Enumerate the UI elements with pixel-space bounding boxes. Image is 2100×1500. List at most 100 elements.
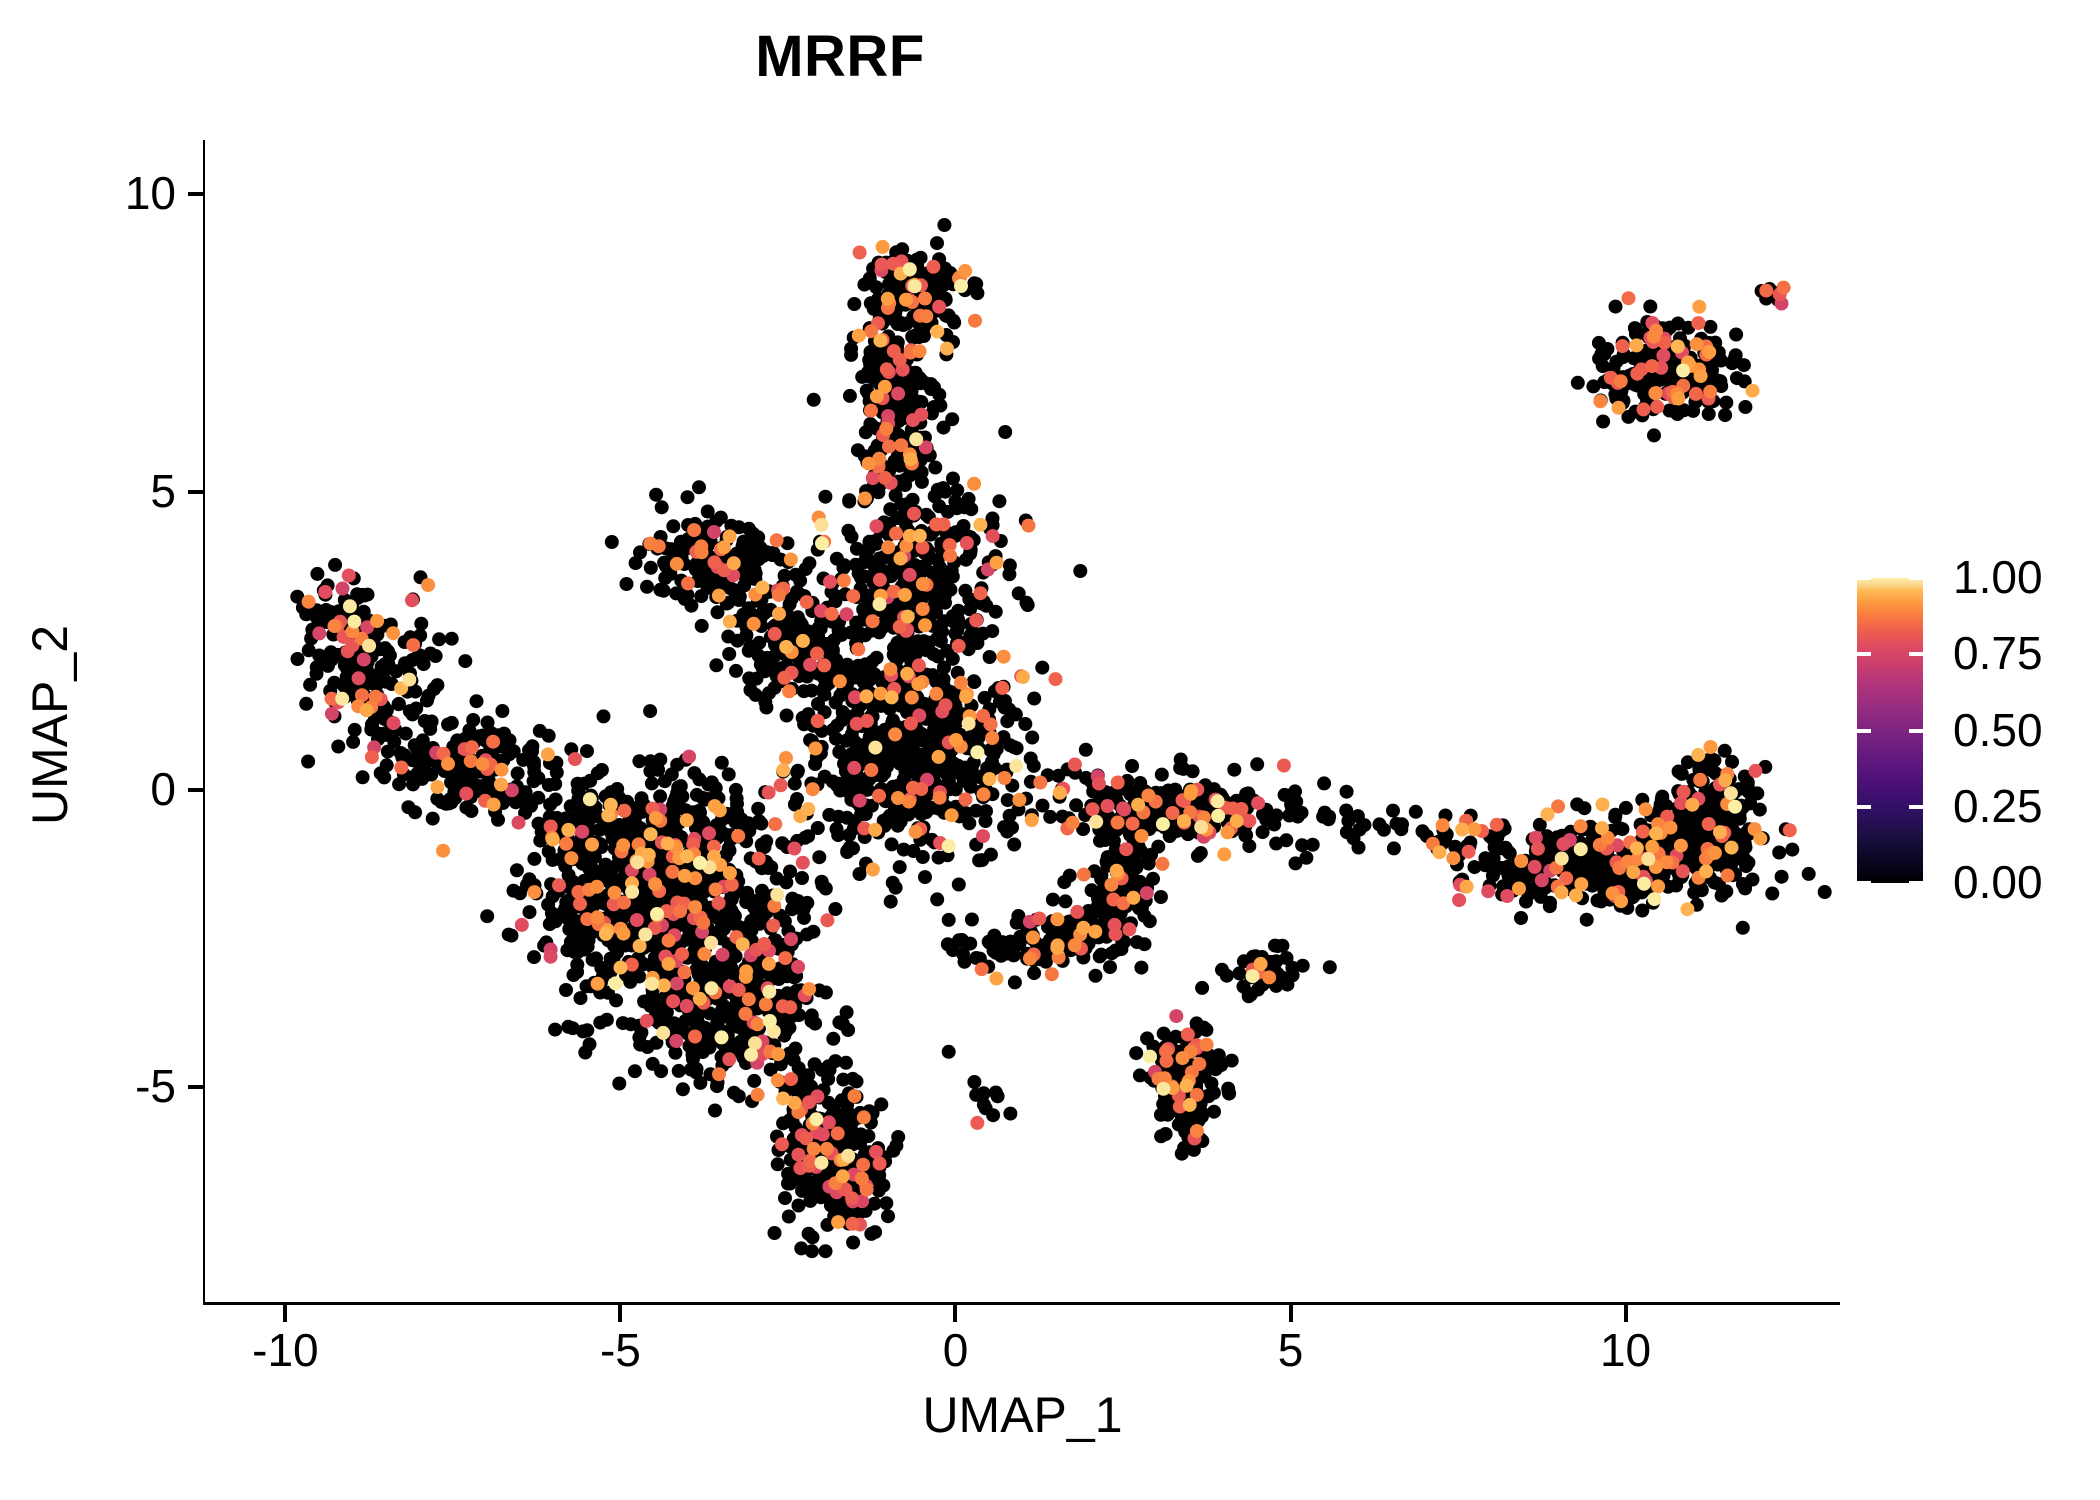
scatter-point	[541, 778, 556, 792]
scatter-point	[879, 362, 894, 377]
scatter-point	[1394, 822, 1409, 837]
scatter-point	[904, 385, 919, 400]
scatter-point	[1035, 798, 1050, 813]
scatter-point	[1461, 844, 1476, 859]
scatter-point	[708, 1103, 722, 1118]
scatter-point	[769, 533, 784, 548]
scatter-point	[1250, 757, 1265, 772]
scatter-point	[859, 1182, 874, 1197]
scatter-point	[459, 800, 474, 815]
scatter-point	[1168, 1029, 1183, 1044]
scatter-point	[1242, 839, 1257, 854]
scatter-point	[1000, 714, 1015, 729]
scatter-point	[1173, 761, 1188, 775]
scatter-point	[1168, 782, 1183, 797]
scatter-point	[633, 1037, 648, 1052]
scatter-point	[1067, 757, 1082, 772]
scatter-point	[1108, 927, 1123, 942]
scatter-point	[372, 726, 387, 741]
scatter-point	[653, 752, 668, 767]
scatter-point	[864, 798, 879, 813]
scatter-point	[941, 1044, 956, 1059]
scatter-point	[1339, 803, 1354, 818]
scatter-point	[849, 1074, 864, 1089]
scatter-point	[969, 613, 984, 628]
scatter-point	[969, 951, 984, 965]
scatter-point	[795, 855, 810, 870]
scatter-point	[1268, 938, 1282, 953]
scatter-point	[428, 649, 443, 663]
scatter-point	[751, 851, 766, 866]
scatter-point	[890, 818, 905, 833]
scatter-point	[1078, 742, 1093, 757]
scatter-point	[775, 1137, 789, 1152]
scatter-point	[820, 1217, 835, 1232]
scatter-point	[803, 1153, 817, 1168]
scatter-point	[1295, 958, 1310, 973]
scatter-point	[995, 680, 1010, 695]
scatter-point	[918, 440, 933, 455]
scatter-point	[603, 951, 618, 966]
scatter-point	[1092, 949, 1107, 964]
scatter-point	[618, 938, 632, 953]
scatter-point	[633, 545, 647, 560]
scatter-point	[1322, 960, 1337, 975]
scatter-point	[1386, 841, 1401, 856]
scatter-point	[1376, 822, 1391, 837]
scatter-point	[831, 828, 846, 843]
scatter-point	[552, 878, 566, 893]
scatter-point	[1185, 764, 1200, 779]
scatter-point	[1589, 868, 1603, 883]
scatter-point	[845, 1191, 860, 1206]
scatter-point	[958, 760, 973, 775]
scatter-point	[336, 678, 351, 693]
scatter-point	[972, 853, 987, 868]
scatter-point	[1386, 803, 1400, 818]
scatter-point	[902, 468, 917, 483]
scatter-point	[824, 606, 839, 621]
scatter-point	[985, 529, 1000, 544]
scatter-point	[751, 801, 766, 816]
scatter-point	[853, 665, 868, 680]
scatter-point	[918, 870, 932, 885]
scatter-point	[1589, 857, 1604, 872]
scatter-point	[927, 489, 942, 504]
scatter-point	[1579, 912, 1594, 927]
scatter-point	[791, 1147, 806, 1162]
scatter-point	[379, 703, 394, 718]
scatter-point	[301, 643, 316, 658]
scatter-point	[987, 761, 1002, 775]
scatter-point	[1251, 796, 1266, 811]
scatter-point	[1027, 966, 1042, 981]
scatter-point	[983, 717, 998, 732]
scatter-point	[447, 772, 462, 787]
scatter-point	[713, 510, 728, 525]
scatter-point	[1621, 291, 1636, 306]
scatter-point	[1094, 872, 1109, 886]
scatter-point	[1091, 776, 1106, 791]
scatter-point	[1127, 860, 1142, 875]
scatter-point	[1627, 321, 1642, 336]
scatter-point	[872, 1156, 887, 1171]
scatter-point	[1155, 856, 1170, 871]
scatter-points	[290, 218, 1832, 1259]
scatter-point	[527, 851, 542, 866]
scatter-point	[928, 460, 943, 475]
scatter-point	[624, 957, 639, 972]
scatter-point	[839, 1005, 854, 1020]
scatter-point	[810, 821, 825, 835]
scatter-point	[830, 718, 845, 733]
scatter-point	[666, 519, 681, 534]
scatter-point	[628, 816, 643, 831]
scatter-point	[1162, 829, 1177, 843]
scatter-point	[680, 490, 695, 505]
scatter-point	[709, 658, 724, 673]
scatter-point	[730, 1019, 745, 1034]
scatter-point	[504, 928, 519, 943]
scatter-point	[1759, 283, 1774, 298]
scatter-point	[781, 1209, 796, 1224]
scatter-point	[1027, 691, 1042, 706]
scatter-point	[378, 657, 392, 672]
scatter-point	[1110, 815, 1125, 830]
scatter-point	[803, 1186, 818, 1201]
